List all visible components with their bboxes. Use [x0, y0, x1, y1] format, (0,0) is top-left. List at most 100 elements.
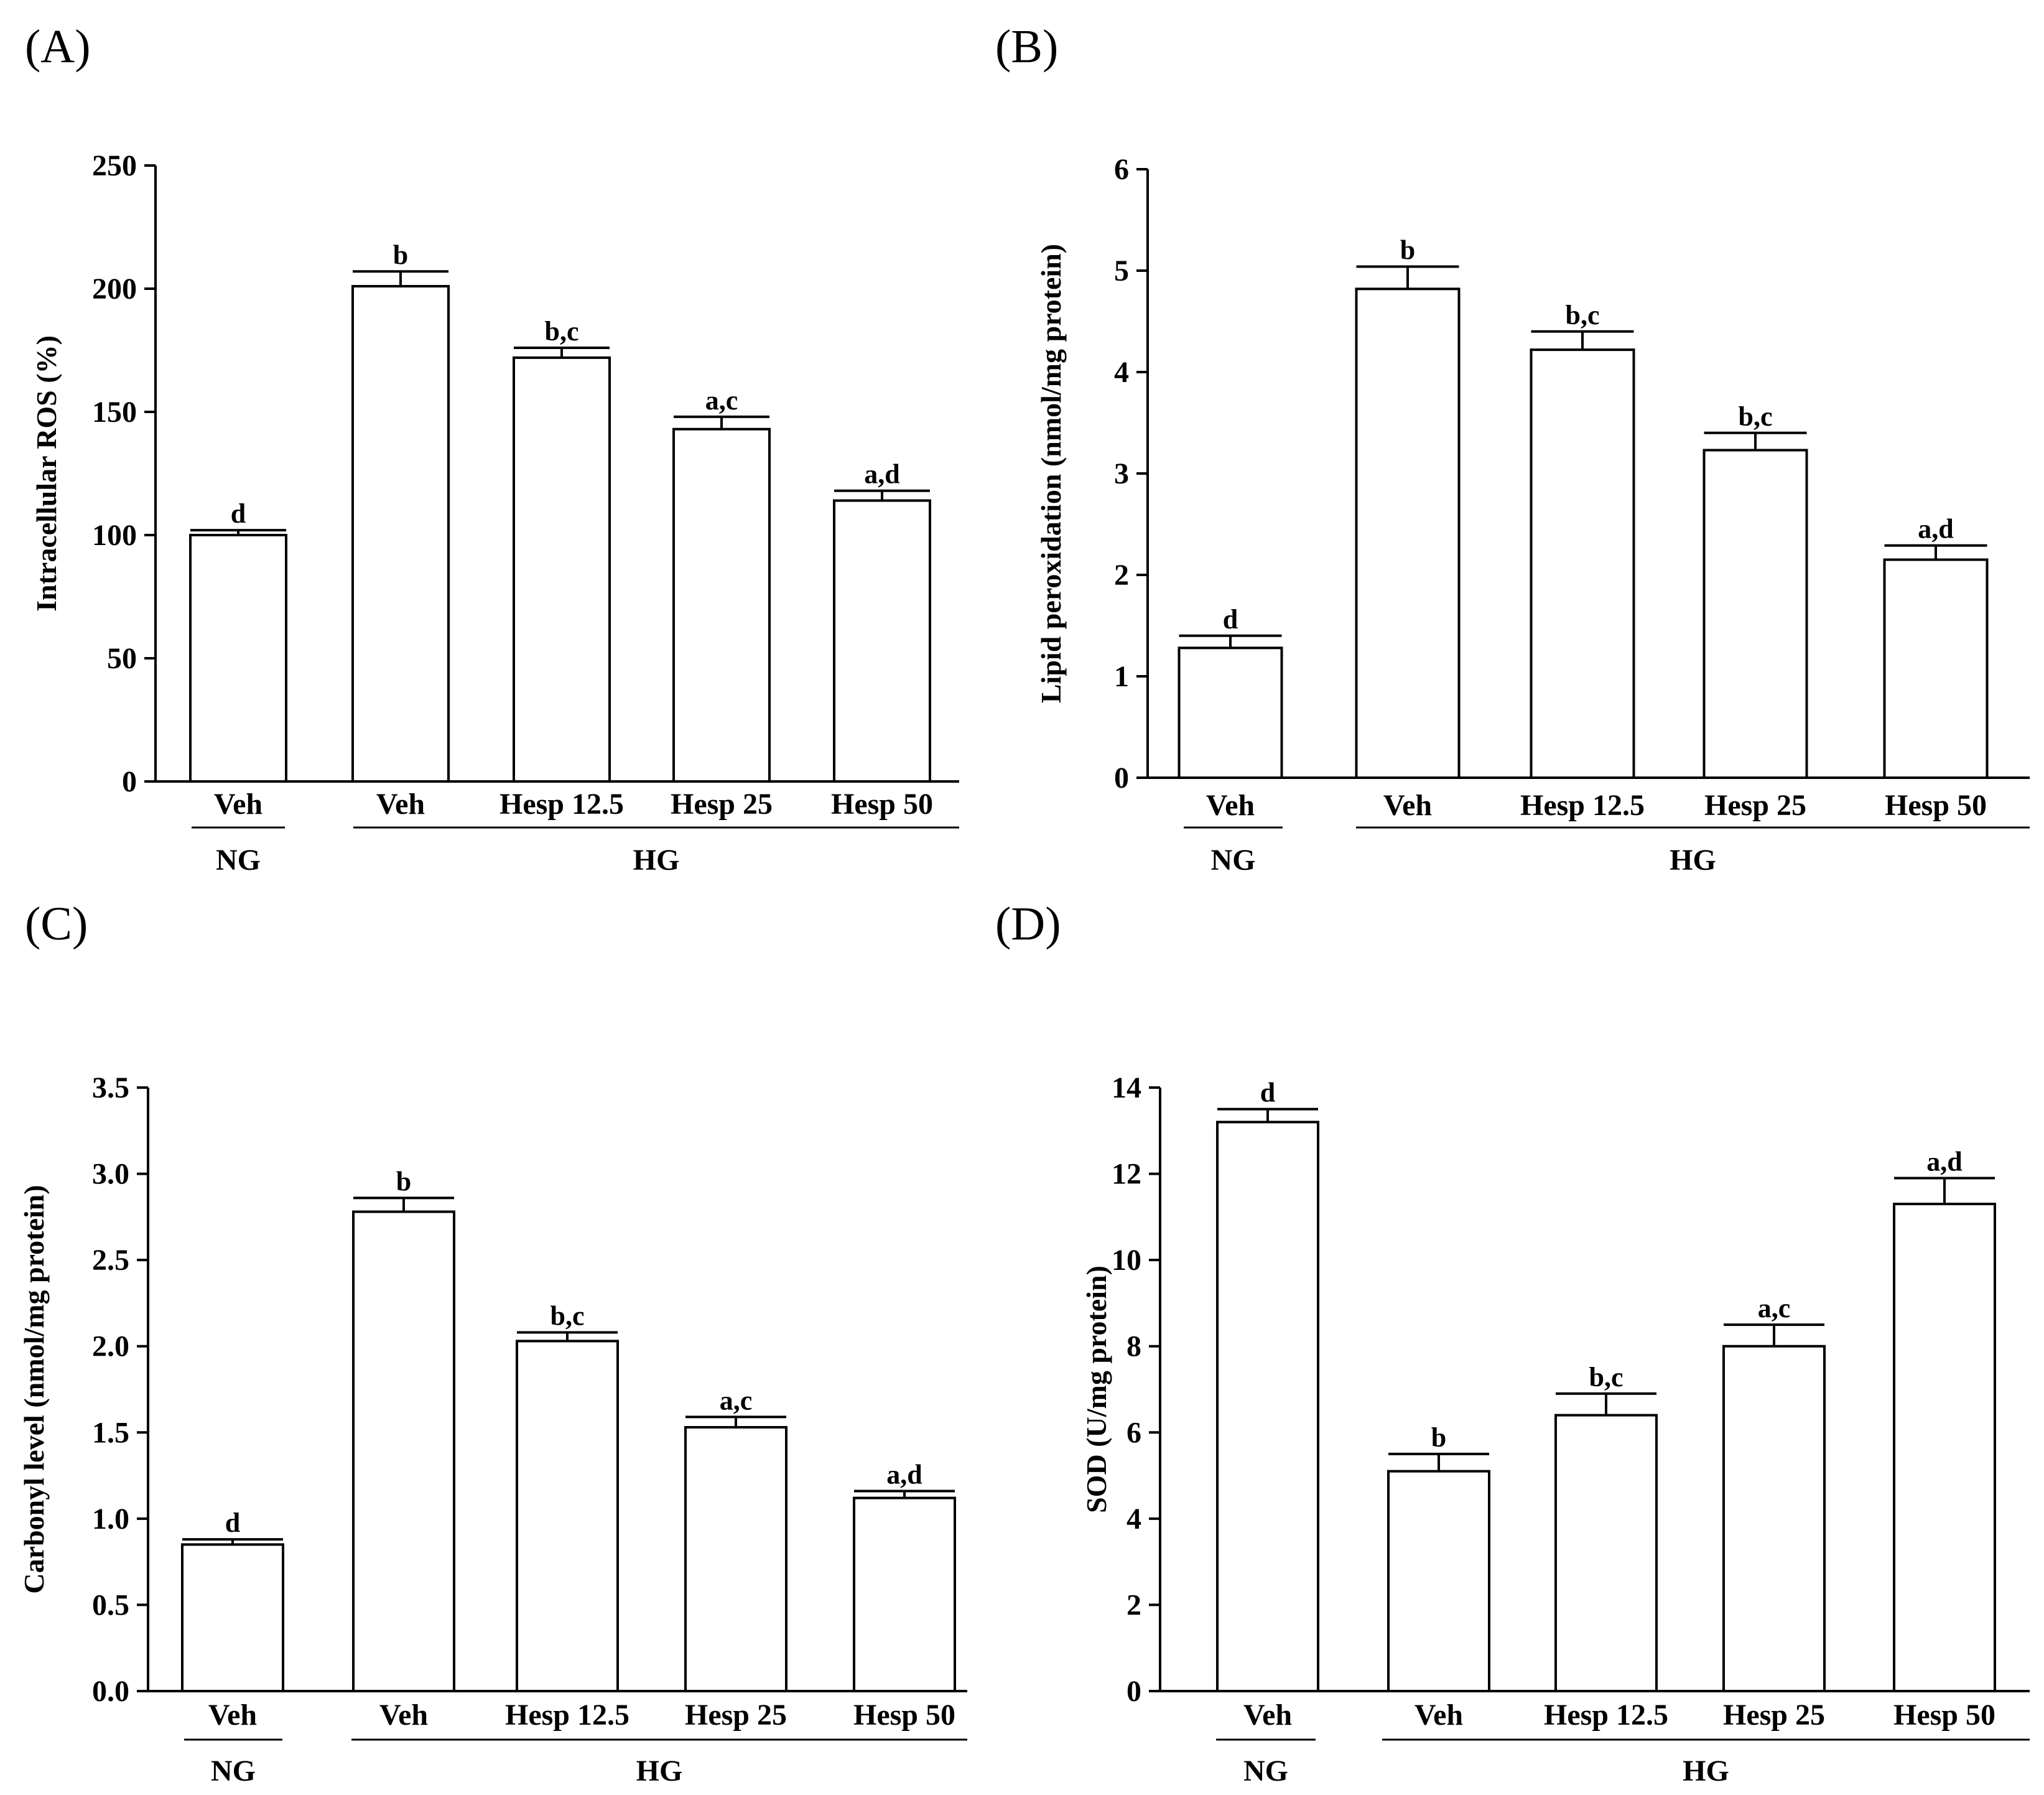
bar — [1178, 646, 1283, 779]
significance-label: b — [396, 1166, 411, 1196]
y-tick-label: 0 — [1114, 762, 1129, 795]
category-label: Hesp 12.5 — [1544, 1699, 1668, 1732]
category-label: Hesp 25 — [1723, 1699, 1825, 1732]
y-tick-label: 250 — [92, 149, 137, 182]
significance-label: b,c — [550, 1301, 585, 1331]
y-axis-label: Intracellular ROS (%) — [30, 335, 62, 612]
significance-label: a,c — [720, 1385, 753, 1415]
significance-label: d — [225, 1508, 240, 1538]
bar — [1355, 287, 1461, 779]
y-tick-label: 150 — [92, 396, 137, 429]
bar — [189, 534, 287, 783]
bar — [513, 356, 611, 783]
group-label: NG — [1243, 1755, 1288, 1788]
group-label: NG — [211, 1755, 256, 1788]
y-tick-label: 6 — [1114, 153, 1129, 186]
significance-label: d — [1223, 604, 1238, 635]
category-label: Hesp 25 — [1704, 789, 1806, 822]
panel-label: (D) — [995, 898, 1061, 950]
bar — [1883, 558, 1989, 779]
significance-label: d — [231, 498, 246, 529]
significance-label: a,d — [886, 1460, 922, 1490]
significance-label: a,c — [705, 385, 738, 416]
y-tick-label: 2.5 — [92, 1244, 129, 1277]
y-tick-label: 5 — [1114, 254, 1129, 287]
category-label: Hesp 12.5 — [499, 788, 624, 821]
category-label: Hesp 25 — [671, 788, 773, 821]
significance-label: a,d — [1926, 1147, 1962, 1177]
y-tick-label: 0 — [1127, 1675, 1141, 1708]
y-axis-label: Lipid peroxidation (nmol/mg protein) — [1035, 244, 1067, 703]
y-axis-label: SOD (U/mg protein) — [1080, 1266, 1112, 1513]
category-label: Hesp 12.5 — [505, 1699, 629, 1732]
significance-label: b — [1431, 1422, 1446, 1453]
group-label: HG — [636, 1755, 683, 1788]
y-tick-label: 4 — [1127, 1503, 1141, 1536]
significance-label: b,c — [545, 316, 579, 347]
y-tick-label: 10 — [1112, 1244, 1141, 1277]
y-tick-label: 200 — [92, 273, 137, 305]
bar — [684, 1425, 787, 1692]
panel-label: (B) — [995, 21, 1058, 73]
category-label: Hesp 50 — [1885, 789, 1987, 822]
category-label: Hesp 50 — [831, 788, 933, 821]
panel-label: (C) — [25, 898, 88, 950]
y-tick-label: 100 — [92, 519, 137, 552]
bar — [833, 499, 931, 783]
group-label: NG — [216, 844, 261, 877]
y-tick-label: 0 — [122, 765, 137, 798]
significance-label: b — [1400, 235, 1415, 265]
y-tick-label: 1.0 — [92, 1503, 129, 1536]
category-label: Veh — [1383, 789, 1432, 822]
y-tick-label: 14 — [1112, 1071, 1141, 1104]
y-tick-label: 3 — [1114, 457, 1129, 490]
y-tick-label: 2.0 — [92, 1330, 129, 1363]
bar — [352, 1210, 455, 1692]
bar — [351, 285, 450, 783]
y-tick-label: 50 — [107, 642, 137, 675]
significance-label: a,d — [864, 459, 899, 490]
category-label: Veh — [1415, 1699, 1463, 1732]
category-label: Veh — [208, 1699, 257, 1732]
bar — [1387, 1470, 1490, 1692]
y-tick-label: 1.5 — [92, 1416, 129, 1449]
bar — [1554, 1414, 1658, 1693]
y-tick-label: 4 — [1114, 356, 1129, 389]
y-tick-label: 6 — [1127, 1416, 1141, 1449]
category-label: Veh — [1206, 789, 1255, 822]
group-label: HG — [1670, 844, 1716, 877]
bar — [1893, 1203, 1996, 1692]
panel-label: (A) — [25, 21, 91, 73]
y-tick-label: 2 — [1127, 1588, 1141, 1621]
group-label: HG — [1683, 1755, 1729, 1788]
category-label: Hesp 50 — [1893, 1699, 1995, 1732]
y-tick-label: 8 — [1127, 1330, 1141, 1363]
bar — [853, 1496, 956, 1693]
significance-label: d — [1260, 1078, 1275, 1108]
significance-label: a,d — [1918, 514, 1953, 544]
y-axis-label: Carbonyl level (nmol/mg protein) — [18, 1185, 50, 1593]
significance-label: b — [393, 240, 408, 270]
bar — [1530, 348, 1635, 779]
significance-label: b,c — [1589, 1362, 1624, 1392]
category-label: Veh — [1243, 1699, 1292, 1732]
bar — [1216, 1121, 1319, 1692]
y-tick-label: 3.5 — [92, 1071, 129, 1104]
y-tick-label: 12 — [1112, 1158, 1141, 1191]
y-tick-label: 1 — [1114, 660, 1129, 693]
bar — [516, 1340, 619, 1692]
category-label: Veh — [376, 788, 425, 821]
group-label: NG — [1211, 844, 1256, 877]
category-label: Hesp 12.5 — [1520, 789, 1645, 822]
category-label: Veh — [214, 788, 262, 821]
bar — [1703, 449, 1808, 779]
category-label: Hesp 25 — [685, 1699, 787, 1732]
significance-label: a,c — [1758, 1293, 1791, 1323]
significance-label: b,c — [1566, 300, 1600, 330]
significance-label: b,c — [1739, 401, 1773, 432]
bar — [181, 1543, 284, 1692]
group-label: HG — [633, 844, 680, 877]
y-tick-label: 3.0 — [92, 1158, 129, 1191]
category-label: Veh — [379, 1699, 428, 1732]
